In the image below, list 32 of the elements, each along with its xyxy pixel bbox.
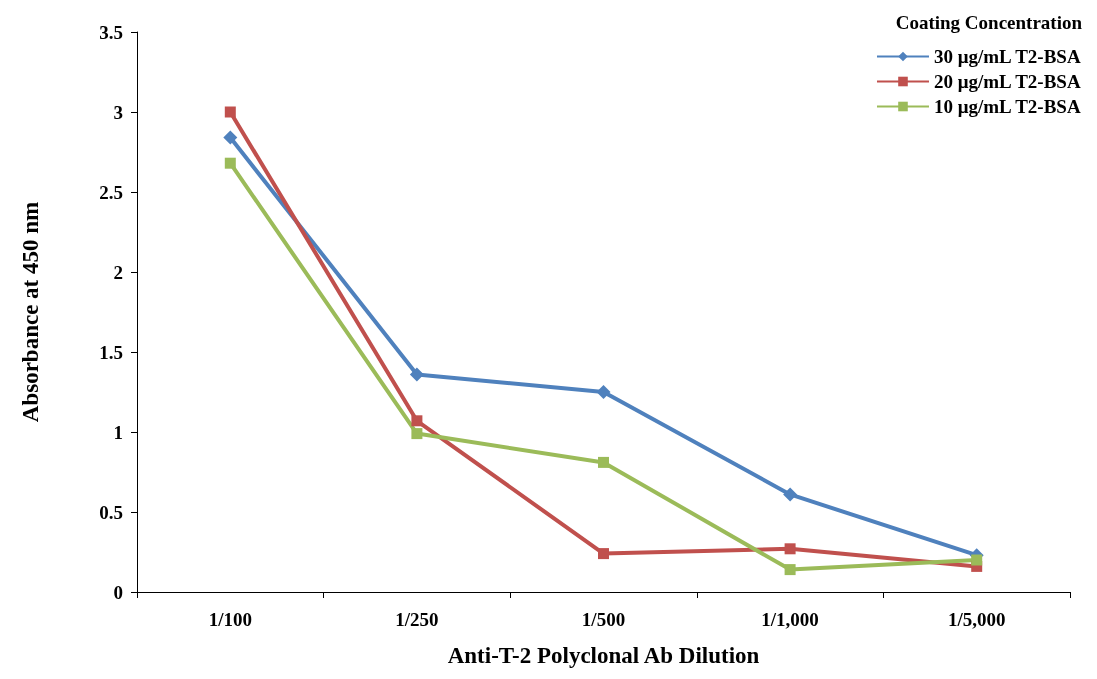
point <box>224 106 236 118</box>
x-tick-label: 1/5,000 <box>947 609 1006 630</box>
point <box>409 367 424 382</box>
y-tick-label: 0.5 <box>99 501 123 523</box>
y-tick-label: 2.5 <box>99 181 123 203</box>
y-tick-label: 2 <box>113 261 123 283</box>
point <box>223 130 238 145</box>
point <box>411 428 423 440</box>
y-tick-label: 1.5 <box>99 341 123 363</box>
y-tick-label: 3.5 <box>99 21 123 43</box>
y-axis-title: Absorbance at 450 nm <box>18 201 43 423</box>
point <box>598 456 609 468</box>
point <box>224 157 236 169</box>
x-tick-label: 1/500 <box>581 609 626 630</box>
x-tick-label: 1/1,000 <box>761 609 819 630</box>
point <box>783 487 798 502</box>
point <box>596 385 611 399</box>
legend-label: 30 μg/mL T2-BSA <box>933 46 1081 67</box>
legend-title: Coating Concentration <box>895 12 1083 33</box>
legend-label: 10 μg/mL T2-BSA <box>933 96 1081 117</box>
y-tick-label: 3 <box>113 101 123 123</box>
point <box>971 554 983 566</box>
point <box>784 564 796 576</box>
y-tick-label: 1 <box>113 421 123 443</box>
point <box>411 415 423 427</box>
y-tick-label: 0 <box>113 581 123 603</box>
x-tick-label: 1/100 <box>208 609 252 630</box>
point <box>784 543 796 555</box>
x-axis-title: Anti-T-2 Polyclonal Ab Dilution <box>447 643 760 668</box>
legend-label: 20 μg/mL T2-BSA <box>933 71 1081 92</box>
point <box>598 548 609 560</box>
x-tick-label: 1/250 <box>395 609 439 630</box>
